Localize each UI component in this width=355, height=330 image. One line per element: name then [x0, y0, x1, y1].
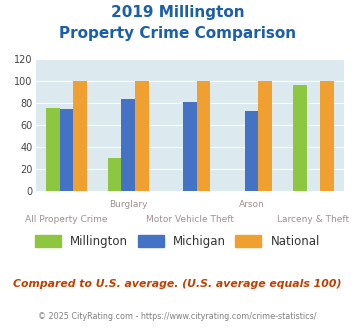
Bar [60, 109, 73, 191]
Legend: Millington, Michigan, National: Millington, Michigan, National [30, 230, 325, 253]
Bar [197, 82, 210, 191]
Bar [108, 158, 121, 191]
Text: Motor Vehicle Theft: Motor Vehicle Theft [146, 215, 234, 224]
Bar [320, 82, 334, 191]
Text: Larceny & Theft: Larceny & Theft [277, 215, 350, 224]
Bar [183, 102, 197, 191]
Bar [293, 85, 307, 191]
Text: 2019 Millington: 2019 Millington [111, 5, 244, 20]
Text: Arson: Arson [239, 200, 264, 209]
Text: All Property Crime: All Property Crime [25, 215, 108, 224]
Text: Burglary: Burglary [109, 200, 147, 209]
Bar [258, 82, 272, 191]
Bar [245, 111, 258, 191]
Text: © 2025 CityRating.com - https://www.cityrating.com/crime-statistics/: © 2025 CityRating.com - https://www.city… [38, 312, 317, 321]
Bar [121, 99, 135, 191]
Bar [135, 82, 148, 191]
Text: Property Crime Comparison: Property Crime Comparison [59, 26, 296, 41]
Bar [46, 108, 60, 191]
Text: Compared to U.S. average. (U.S. average equals 100): Compared to U.S. average. (U.S. average … [13, 279, 342, 289]
Bar [73, 82, 87, 191]
